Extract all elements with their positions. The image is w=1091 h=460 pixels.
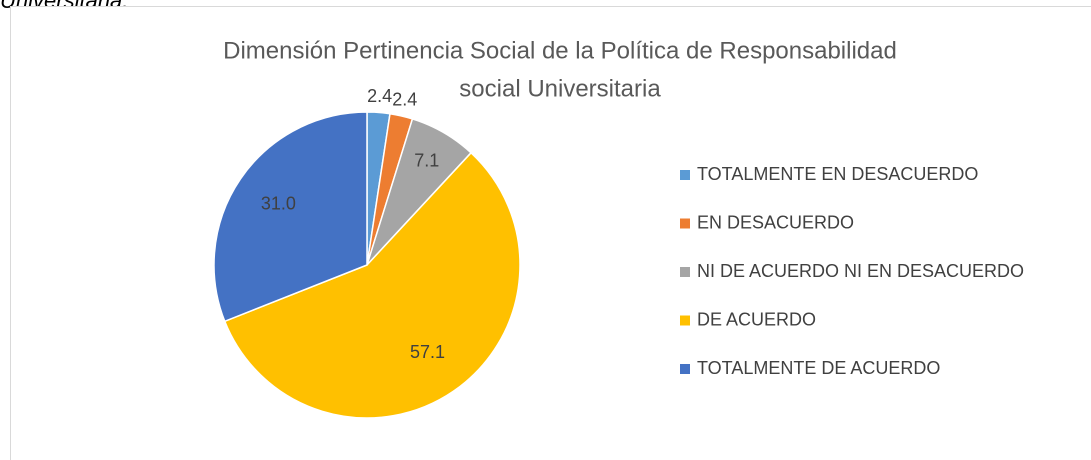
pie-slice (223, 151, 521, 419)
legend-label: TOTALMENTE DE ACUERDO (697, 358, 940, 378)
legend-label: TOTALMENTE EN DESACUERDO (697, 164, 978, 184)
pie-slice (213, 111, 368, 323)
legend-label: EN DESACUERDO (697, 212, 854, 232)
legend-swatch (680, 364, 690, 374)
data-label: 31.0 (261, 194, 296, 214)
legend-swatch (680, 218, 690, 229)
data-label: 57.1 (410, 342, 445, 362)
legend-swatch (680, 315, 690, 326)
legend-swatch (680, 170, 690, 180)
data-label: 2.4 (392, 90, 417, 110)
chart-title: social Universitaria (459, 75, 661, 102)
chart-frame (10, 6, 1091, 460)
chart-title: Dimensión Pertinencia Social de la Polít… (223, 37, 897, 64)
legend-label: NI DE ACUERDO NI EN DESACUERDO (697, 261, 1024, 281)
data-label: 7.1 (414, 150, 439, 170)
data-label: 2.4 (367, 86, 392, 106)
legend-swatch (680, 267, 690, 277)
legend-label: DE ACUERDO (697, 309, 816, 329)
